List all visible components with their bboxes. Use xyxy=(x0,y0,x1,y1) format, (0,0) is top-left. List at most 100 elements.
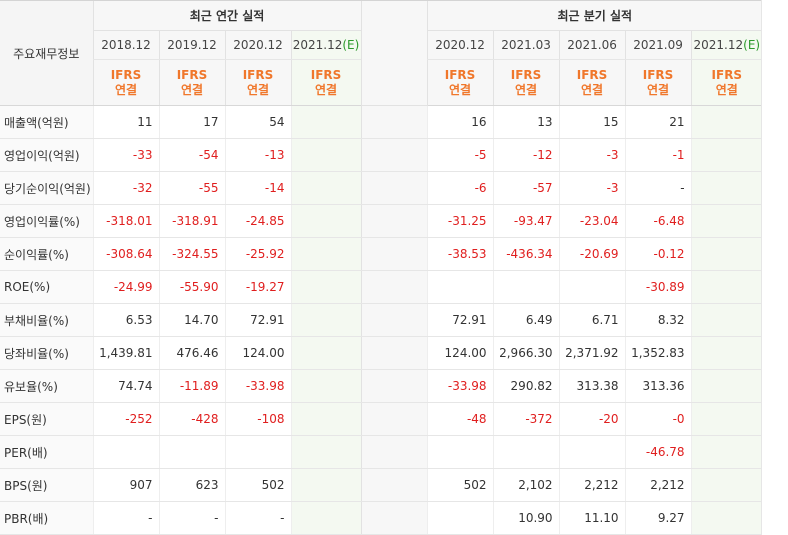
data-cell xyxy=(690,303,763,337)
data-cell: -318.91 xyxy=(158,204,225,238)
data-cell: -5 xyxy=(426,138,494,172)
data-cell xyxy=(290,336,362,370)
right-margin xyxy=(761,0,788,535)
separator-cell xyxy=(360,402,428,436)
data-cell: 9.27 xyxy=(624,501,692,535)
consolidated-label: 연결 xyxy=(581,82,604,97)
table-row: 영업이익률(%) -318.01 -318.91 -24.85 -31.25 -93.47… xyxy=(0,204,763,238)
row-label: EPS(원) xyxy=(0,402,93,436)
row-label: PBR(배) xyxy=(0,501,93,535)
data-cell: 54 xyxy=(224,105,291,139)
data-cell xyxy=(690,336,763,370)
data-cell: 6.49 xyxy=(492,303,560,337)
data-cell: -12 xyxy=(492,138,560,172)
ifrs-label: IFRS xyxy=(711,67,743,82)
table-row: 부채비율(%) 6.53 14.70 72.91 72.91 6.49 6.71 8.32 xyxy=(0,303,763,337)
data-cell: 2,371.92 xyxy=(558,336,626,370)
data-cell: -33.98 xyxy=(224,369,291,403)
ifrs-label: IFRS xyxy=(510,67,542,82)
data-cell xyxy=(290,204,362,238)
separator-cell xyxy=(360,204,428,238)
data-cell xyxy=(690,270,763,304)
data-cell: - xyxy=(158,501,225,535)
data-cell: -3 xyxy=(558,171,626,205)
separator-cell xyxy=(360,336,428,370)
data-cell: -1 xyxy=(624,138,692,172)
data-cell: 15 xyxy=(558,105,626,139)
annual-period-header: 2020.12 xyxy=(224,30,291,60)
quarter-ifrs-header: IFRS 연결 xyxy=(690,59,763,106)
data-cell xyxy=(690,369,763,403)
data-cell: 2,212 xyxy=(558,468,626,502)
data-cell: 124.00 xyxy=(426,336,494,370)
data-cell xyxy=(224,435,291,469)
ifrs-label: IFRS xyxy=(110,67,142,82)
ifrs-label: IFRS xyxy=(242,67,274,82)
consolidated-label: 연결 xyxy=(180,82,204,97)
data-cell: -6.48 xyxy=(624,204,692,238)
data-cell xyxy=(690,402,763,436)
consolidated-label: 연결 xyxy=(246,82,270,97)
table-row: PER(배) -46.78 xyxy=(0,435,763,469)
data-cell xyxy=(426,435,494,469)
data-cell xyxy=(690,171,763,205)
data-cell: - xyxy=(224,501,291,535)
data-cell xyxy=(690,237,763,271)
data-cell: - xyxy=(92,501,159,535)
period-date: 2021.12 xyxy=(292,38,343,52)
data-cell: 6.71 xyxy=(558,303,626,337)
consolidated-label: 연결 xyxy=(114,82,138,97)
data-cell: 2,102 xyxy=(492,468,560,502)
separator-cell xyxy=(360,138,428,172)
data-cell: -24.99 xyxy=(92,270,159,304)
table-row: 유보율(%) 74.74 -11.89 -33.98 -33.98 290.82 313.3… xyxy=(0,369,763,403)
separator-cell xyxy=(360,501,428,535)
data-cell: -55.90 xyxy=(158,270,225,304)
data-cell: -108 xyxy=(224,402,291,436)
data-cell: 10.90 xyxy=(492,501,560,535)
data-cell: -11.89 xyxy=(158,369,225,403)
period-date: 2020.12 xyxy=(435,38,485,52)
annual-group-title: 최근 연간 실적 xyxy=(92,0,362,31)
separator-cell xyxy=(360,468,428,502)
data-cell xyxy=(290,303,362,337)
consolidated-label: 연결 xyxy=(647,82,670,97)
data-cell: -3 xyxy=(558,138,626,172)
separator-cell xyxy=(360,303,428,337)
data-cell xyxy=(290,270,362,304)
data-cell: -25.92 xyxy=(224,237,291,271)
data-cell: 476.46 xyxy=(158,336,225,370)
data-cell xyxy=(290,105,362,139)
data-cell xyxy=(690,501,763,535)
quarter-period-header: 2021.06 xyxy=(558,30,626,60)
quarter-ifrs-header: IFRS 연결 xyxy=(426,59,494,106)
data-cell: 502 xyxy=(224,468,291,502)
estimate-mark: (E) xyxy=(743,38,761,52)
data-cell: 17 xyxy=(158,105,225,139)
data-cell xyxy=(492,435,560,469)
row-label: 당기순이익(억원) xyxy=(0,171,93,205)
data-cell: -372 xyxy=(492,402,560,436)
table-row: 당좌비율(%) 1,439.81 476.46 124.00 124.00 2,966.3… xyxy=(0,336,763,370)
period-date: 2021.06 xyxy=(567,38,617,52)
data-cell xyxy=(558,270,626,304)
data-cell: 2,966.30 xyxy=(492,336,560,370)
row-header-title: 주요재무정보 xyxy=(0,0,93,106)
data-cell: -308.64 xyxy=(92,237,159,271)
period-date: 2019.12 xyxy=(167,38,217,52)
quarter-period-header: 2021.12(E) xyxy=(690,30,763,60)
data-cell xyxy=(426,501,494,535)
data-cell xyxy=(290,402,362,436)
data-cell: -252 xyxy=(92,402,159,436)
table-row: 당기순이익(억원) -32 -55 -14 -6 -57 -3- xyxy=(0,171,763,205)
table-row: BPS(원) 907 623 502 502 2,102 2,212 2,212 xyxy=(0,468,763,502)
consolidated-label: 연결 xyxy=(314,82,338,97)
row-label: 부채비율(%) xyxy=(0,303,93,337)
data-cell: 124.00 xyxy=(224,336,291,370)
data-cell: 1,439.81 xyxy=(92,336,159,370)
table-row: 순이익률(%) -308.64 -324.55 -25.92 -38.53 -436.34… xyxy=(0,237,763,271)
row-label: 유보율(%) xyxy=(0,369,93,403)
data-cell xyxy=(690,105,763,139)
separator-cell xyxy=(360,270,428,304)
data-cell: - xyxy=(624,171,692,205)
